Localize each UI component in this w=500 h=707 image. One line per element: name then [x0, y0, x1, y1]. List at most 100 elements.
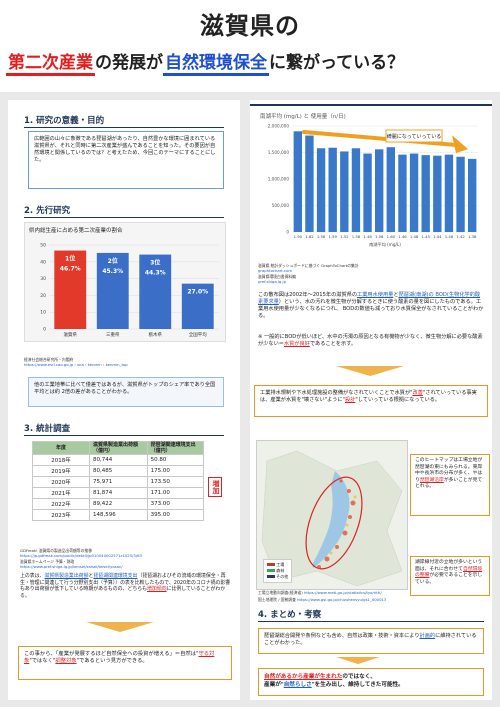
- trend-arrow: [302, 130, 468, 154]
- para-text: ※ 一般的にBODが低いほど、水中の汚濁の原因となる有機物が少なく、微生物分解に…: [258, 334, 483, 347]
- right-para2: ※ 一般的にBODが低いほど、水中の汚濁の原因となる有機物が少なく、微生物分解に…: [258, 334, 484, 348]
- x-tick-label: 1.46: [445, 234, 454, 239]
- annotation-text: 綺麗になっていっている: [387, 133, 442, 140]
- table-row: 2023年 148,596 395.00: [32, 509, 205, 521]
- box-text: "されていっている事実は、産業が水質を"壊さない"ように": [260, 390, 477, 403]
- y-tick-label: 50: [40, 243, 46, 249]
- bar: [96, 252, 129, 329]
- title-keyword-industry: 第二次産業: [6, 53, 95, 76]
- table-cell-env: 175.00: [146, 465, 205, 477]
- final-red: 自然があるから産業が生まれた: [264, 674, 343, 680]
- y-tick-label: 500,000: [272, 203, 290, 208]
- note-text: （琵琶湖およびその流域の環境保全・再生・管理に関連して行う分野別支出（予算））の…: [20, 573, 231, 593]
- bar: [421, 155, 430, 232]
- bar: [139, 254, 172, 329]
- value-label: 27.0%: [187, 289, 208, 296]
- box-text: "していっている根拠になっている。: [355, 397, 441, 403]
- bar: [181, 283, 214, 329]
- down-arrow-right: [336, 366, 404, 376]
- para-red-quality: 水質が良好: [283, 341, 310, 347]
- section2-source-url[interactable]: https://www.esri.cao.go.jp › sna › kenmi…: [24, 362, 128, 367]
- para-text: と: [393, 292, 399, 298]
- final-statement: 自然があるから産業が生まれたのではなく、 産業が"自然らしさ"を生み出し、維持し…: [258, 668, 484, 696]
- table-row: 2020年 75,971 173.50: [32, 476, 205, 488]
- bar: [351, 148, 361, 232]
- value-label: 46.7%: [60, 266, 81, 273]
- right-source2: 滋賀県環境白書資料編: [258, 274, 296, 279]
- table-cell-year: 2023年: [32, 509, 90, 521]
- table-cell-shipment: 81,874: [89, 487, 148, 499]
- bar: [328, 147, 337, 232]
- note-text: と: [88, 573, 94, 579]
- legend-label-other: その他: [276, 574, 289, 579]
- box-red-design: 設計: [344, 397, 356, 403]
- y-tick-label: 1,500,000: [268, 150, 290, 155]
- increase-label: 増加: [208, 477, 222, 497]
- conclusion-text: "であるという見方ができる。: [76, 658, 148, 665]
- x-tick-label: 1.44: [433, 234, 442, 239]
- para-text: この散布図は2002年〜2015年の滋賀県の: [258, 292, 358, 298]
- bar: [363, 153, 372, 232]
- bod-chart-panel: 南湖平均 (mg/L) と 使用量（n/日) 0 500,000 1,000,000…: [256, 110, 484, 260]
- heatmap-map: 工場 森林 その他: [256, 440, 408, 590]
- section3-source1-url[interactable]: https://jp.gdfreak.com/public/detail/jp0…: [20, 553, 142, 558]
- y-tick-label: 2,000,000: [268, 124, 290, 129]
- map-legend: 工場 森林 その他: [263, 559, 293, 583]
- down-arrow-summary: [336, 657, 380, 664]
- section3-source2: 滋賀県ホームページ 予算・財政: [20, 559, 75, 564]
- map-source2-label: 国土地理院 / 国勢調査: [258, 597, 296, 602]
- section4-body: 琵琶湖総合開発や条例なども含め、自然は政策・技術・資本により計画的に維持されてい…: [258, 628, 484, 654]
- x-tick-label: 1.45: [421, 234, 430, 239]
- x-tick-label: 1.46: [398, 234, 407, 239]
- map-note-red: 琵琶湖沿岸: [419, 477, 444, 483]
- table-cell-year: 2021年: [32, 487, 90, 499]
- bar: [305, 135, 314, 232]
- annotation-box: [385, 129, 443, 143]
- summary-text: 琵琶湖総合開発や条例なども含め、自然は政策・技術・資本により: [264, 633, 420, 639]
- final-text: 産業が": [264, 682, 284, 688]
- legend-item-other: その他: [267, 574, 288, 580]
- title-text-b: に繋がっている？: [269, 53, 405, 73]
- right-top-rule: [250, 104, 492, 106]
- table-header-env: 琵琶湖関連環境支出（億円）: [146, 441, 205, 455]
- y-tick-label: 10: [40, 310, 46, 316]
- y-tick-label: 20: [40, 293, 46, 299]
- y-tick-label: 0: [43, 327, 46, 333]
- stats-table: 年度 滋賀県製造業出荷額（億円） 琵琶湖関連環境支出（億円） 2018年 80,7…: [32, 441, 205, 521]
- table-row: 2021年 81,874 171.00: [32, 487, 205, 499]
- bar: [444, 154, 454, 232]
- rank-label: 2位: [108, 257, 118, 265]
- note-red-trend: 増加傾向: [147, 586, 167, 593]
- right-source2-url[interactable]: pref.shiga.lg.jp: [258, 279, 287, 284]
- trend-arrow-head: [452, 135, 468, 154]
- share-chart-title: 県内総生産に占める第二次産業の割合: [29, 228, 123, 234]
- stats-table-wrap: 年度 滋賀県製造業出荷額（億円） 琵琶湖関連環境支出（億円） 2018年 80,7…: [32, 441, 222, 521]
- table-cell-shipment: 148,596: [89, 509, 148, 521]
- legend-label-forest: 森林: [276, 568, 285, 573]
- map-source2-url[interactable]: https://www.gsi.go.jp/chizuhensyu/gs1_00…: [297, 597, 387, 602]
- para-text: ）という、水の汚れを微生物が分解するときに使う酸素の量を図にしたものである。工業…: [258, 299, 484, 319]
- conclusion-red-protect: 守る対象: [24, 651, 215, 665]
- map-source1: 工場立地動向調査(経済省) https://www.meti.go.jp/sta…: [258, 590, 382, 595]
- section2-note: 他の工業地帯に比べて僅差ではあるが、滋賀県がトップのシェア率であり全国平均とは約…: [28, 377, 224, 407]
- para-link-bod: 琵琶湖(南湖)の BOD(生物化学的酸素要求量: [258, 292, 481, 305]
- right-source1-url[interactable]: graphtochart.com: [258, 268, 293, 273]
- x-tick-label: 全国平均: [189, 331, 207, 338]
- table-cell-year: 2019年: [32, 465, 90, 477]
- conclusion-text: "ではなく": [29, 658, 56, 665]
- lake-biwa: [312, 471, 350, 568]
- section4-heading: 4. まとめ・考察: [258, 608, 484, 622]
- table-row: 2022年 89,422 373.00: [32, 498, 205, 510]
- bar: [316, 148, 326, 232]
- map-source1-url[interactable]: https://www.meti.go.jp/statistics/tyo/ri…: [303, 590, 382, 595]
- x-tick-label: 1.38: [468, 234, 477, 239]
- table-cell-shipment: 80,744: [89, 454, 148, 466]
- bar: [386, 147, 395, 232]
- table-cell-env: 171.00: [146, 487, 205, 499]
- map-note-text: このヒートマップは工場立地が琵琶湖の東にもみられる。東岸中や長浜市の分布が多く、…: [415, 458, 483, 483]
- conclusion-text: この事から、「産業が発展するほど自然保全への投資が増える」＝自然は": [24, 651, 199, 657]
- right-source1: 滋賀県 統計ダッシュボードに基づく GraphToChartの集計: [258, 263, 359, 268]
- section3-source2-url[interactable]: https://www.pref.shiga.lg.jp/kensei/zais…: [20, 564, 123, 569]
- x-tick-label: 1.48: [410, 234, 419, 239]
